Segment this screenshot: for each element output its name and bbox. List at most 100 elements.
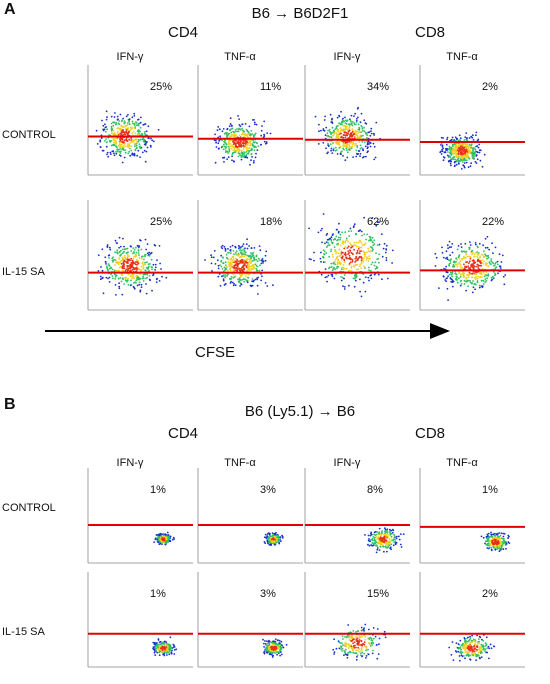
event-dot <box>347 245 350 248</box>
event-dot <box>349 651 352 653</box>
event-dot <box>500 532 503 535</box>
event-dot <box>344 122 347 124</box>
event-dot <box>337 232 340 234</box>
event-dot <box>481 286 484 289</box>
event-dot <box>335 127 338 129</box>
event-dot <box>230 275 233 278</box>
event-dot <box>221 145 224 148</box>
event-dot <box>99 278 102 281</box>
event-dot <box>250 139 253 142</box>
group-label: CD8 <box>415 425 445 442</box>
event-dot <box>346 247 349 249</box>
group-label: CD8 <box>415 24 445 41</box>
event-dot <box>471 155 474 157</box>
event-dot <box>155 534 158 536</box>
event-dot <box>343 267 346 270</box>
event-dot <box>386 550 388 553</box>
event-dot <box>467 285 469 288</box>
event-dot <box>269 132 272 135</box>
event-dot <box>233 260 236 263</box>
event-dot <box>239 262 242 264</box>
event-dot <box>450 280 453 283</box>
dot-plot <box>87 572 193 668</box>
event-dot <box>253 258 256 260</box>
event-dot <box>344 648 347 651</box>
event-dot <box>460 282 463 285</box>
event-dot <box>105 118 108 121</box>
column-label: TNF-α <box>224 51 256 63</box>
event-dot <box>343 120 346 123</box>
event-dot <box>233 135 236 138</box>
event-dot <box>338 248 341 251</box>
event-dot <box>314 115 317 118</box>
event-dot <box>148 251 151 254</box>
event-dot <box>279 646 282 649</box>
event-dot <box>343 134 346 137</box>
event-dot <box>476 253 479 256</box>
event-dot <box>245 254 248 257</box>
event-dot <box>117 149 120 151</box>
event-dot <box>172 646 175 648</box>
event-dot <box>484 281 487 283</box>
event-dot <box>461 157 463 159</box>
event-dot <box>222 274 225 276</box>
event-dot <box>351 121 354 123</box>
event-dot <box>264 643 267 645</box>
event-dot <box>463 145 466 148</box>
event-dot <box>122 257 124 259</box>
event-dot <box>119 143 122 146</box>
event-dot <box>349 227 352 230</box>
event-dot <box>488 248 490 251</box>
event-dot <box>457 152 460 155</box>
event-dot <box>475 155 478 157</box>
event-dot <box>233 282 236 285</box>
event-dot <box>219 135 222 138</box>
event-dot <box>474 242 477 244</box>
event-dot <box>163 643 165 645</box>
event-dot <box>472 149 474 151</box>
event-dot <box>357 241 360 244</box>
event-dot <box>141 262 144 265</box>
event-dot <box>246 276 249 279</box>
event-dot <box>361 126 363 128</box>
event-dot <box>242 156 245 158</box>
event-dot <box>224 276 227 279</box>
event-dot <box>134 267 137 270</box>
event-dot <box>213 250 216 252</box>
event-dot <box>129 147 131 150</box>
event-dot <box>478 151 481 154</box>
event-dot <box>104 256 107 259</box>
event-dot <box>133 145 136 148</box>
event-dot <box>125 138 128 141</box>
event-dot <box>105 138 107 140</box>
event-dot <box>250 130 253 132</box>
event-dot <box>119 138 122 141</box>
event-dot <box>364 638 366 641</box>
event-dot <box>448 159 450 162</box>
event-dot <box>228 147 231 149</box>
event-dot <box>267 650 270 653</box>
event-dot <box>362 628 365 631</box>
event-dot <box>344 240 347 243</box>
event-dot <box>105 263 107 265</box>
event-dot <box>338 147 341 149</box>
event-dot <box>250 149 252 152</box>
event-dot <box>337 130 339 133</box>
event-dot <box>230 131 233 134</box>
event-dot <box>347 123 350 126</box>
event-dot <box>493 264 496 267</box>
event-dot <box>238 141 241 144</box>
event-dot <box>331 131 334 134</box>
event-dot <box>484 246 487 249</box>
event-dot <box>237 115 240 117</box>
event-dot <box>488 539 491 542</box>
event-dot <box>341 231 343 234</box>
event-dot <box>453 148 456 151</box>
event-dot <box>142 264 145 267</box>
event-dot <box>487 532 490 535</box>
event-dot <box>277 651 280 654</box>
event-dot <box>359 155 361 158</box>
event-dot <box>128 118 131 121</box>
event-dot <box>223 156 226 159</box>
event-dot <box>348 140 351 143</box>
